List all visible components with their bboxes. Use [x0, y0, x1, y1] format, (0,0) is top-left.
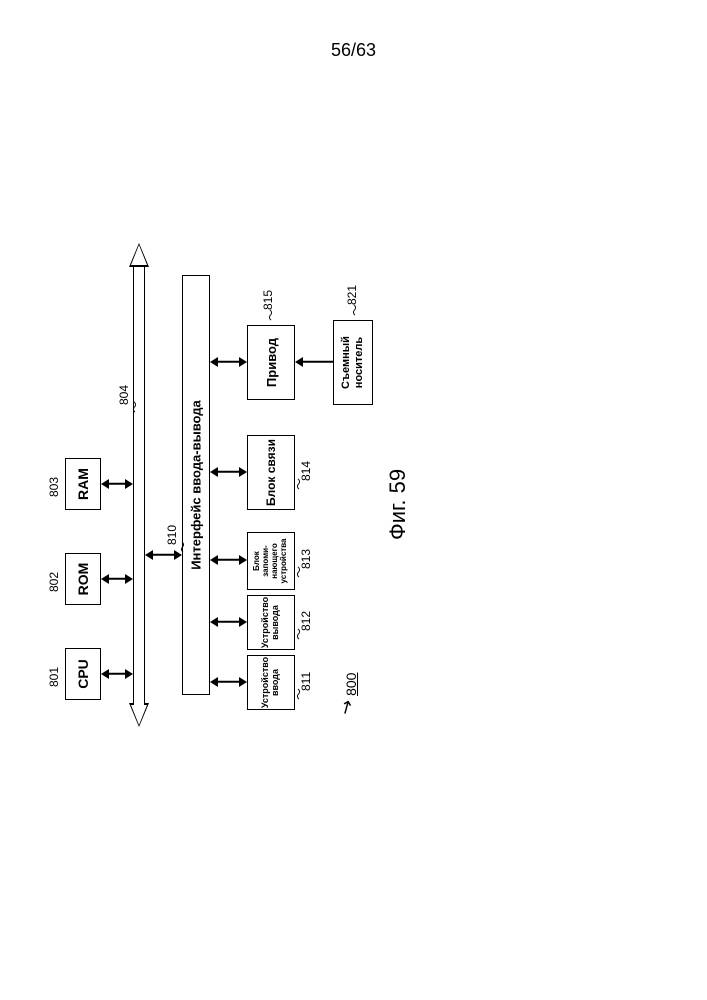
ram-ref: 803 — [47, 477, 61, 497]
bus — [133, 265, 145, 705]
io-output-connector — [210, 617, 247, 627]
media-block: Съемный носитель — [333, 320, 373, 405]
io-ref-tilde: 〜 — [174, 541, 191, 553]
io-comm-connector — [210, 467, 247, 477]
bus-ref-tilde: 〜 — [126, 401, 143, 413]
storage-ref-tilde: 〜 — [290, 566, 307, 578]
media-ref: 821 — [345, 285, 359, 305]
ref-hook-icon: ↗ — [335, 695, 359, 721]
ram-block: RAM — [65, 458, 101, 510]
input-block: Устройство ввода — [247, 655, 295, 710]
drive-ref-tilde: 〜 — [262, 309, 279, 321]
storage-block: Блок запоми-нающего устройства — [247, 532, 295, 590]
cpu-block: CPU — [65, 648, 101, 700]
cpu-bus-connector — [101, 669, 133, 679]
io-drive-connector — [210, 357, 247, 367]
figure-caption: Фиг. 59 — [385, 469, 411, 540]
bus-arrow-left — [129, 703, 149, 727]
io-storage-connector — [210, 555, 247, 565]
io-interface-block: Интерфейс ввода-вывода — [182, 275, 210, 695]
ram-bus-connector — [101, 479, 133, 489]
output-ref-tilde: 〜 — [290, 628, 307, 640]
rom-ref: 802 — [47, 572, 61, 592]
system-ref: ↗800 — [340, 673, 361, 715]
drive-block: Привод — [247, 325, 295, 400]
page-number: 56/63 — [331, 40, 376, 61]
comm-ref-tilde: 〜 — [290, 478, 307, 490]
bus-arrow-right — [129, 243, 149, 267]
io-input-connector — [210, 677, 247, 687]
comm-block: Блок связи — [247, 435, 295, 510]
media-ref-tilde: 〜 — [346, 304, 363, 316]
block-diagram: CPU 801 ROM 802 RAM 803 804 〜 Интерфейс … — [65, 265, 635, 705]
output-block: Устройство вывода — [247, 595, 295, 650]
system-ref-number: 800 — [343, 673, 359, 696]
media-drive-connector — [295, 357, 333, 367]
input-ref-tilde: 〜 — [290, 688, 307, 700]
rom-block: ROM — [65, 553, 101, 605]
cpu-ref: 801 — [47, 667, 61, 687]
drive-ref: 815 — [261, 290, 275, 310]
rom-bus-connector — [101, 574, 133, 584]
